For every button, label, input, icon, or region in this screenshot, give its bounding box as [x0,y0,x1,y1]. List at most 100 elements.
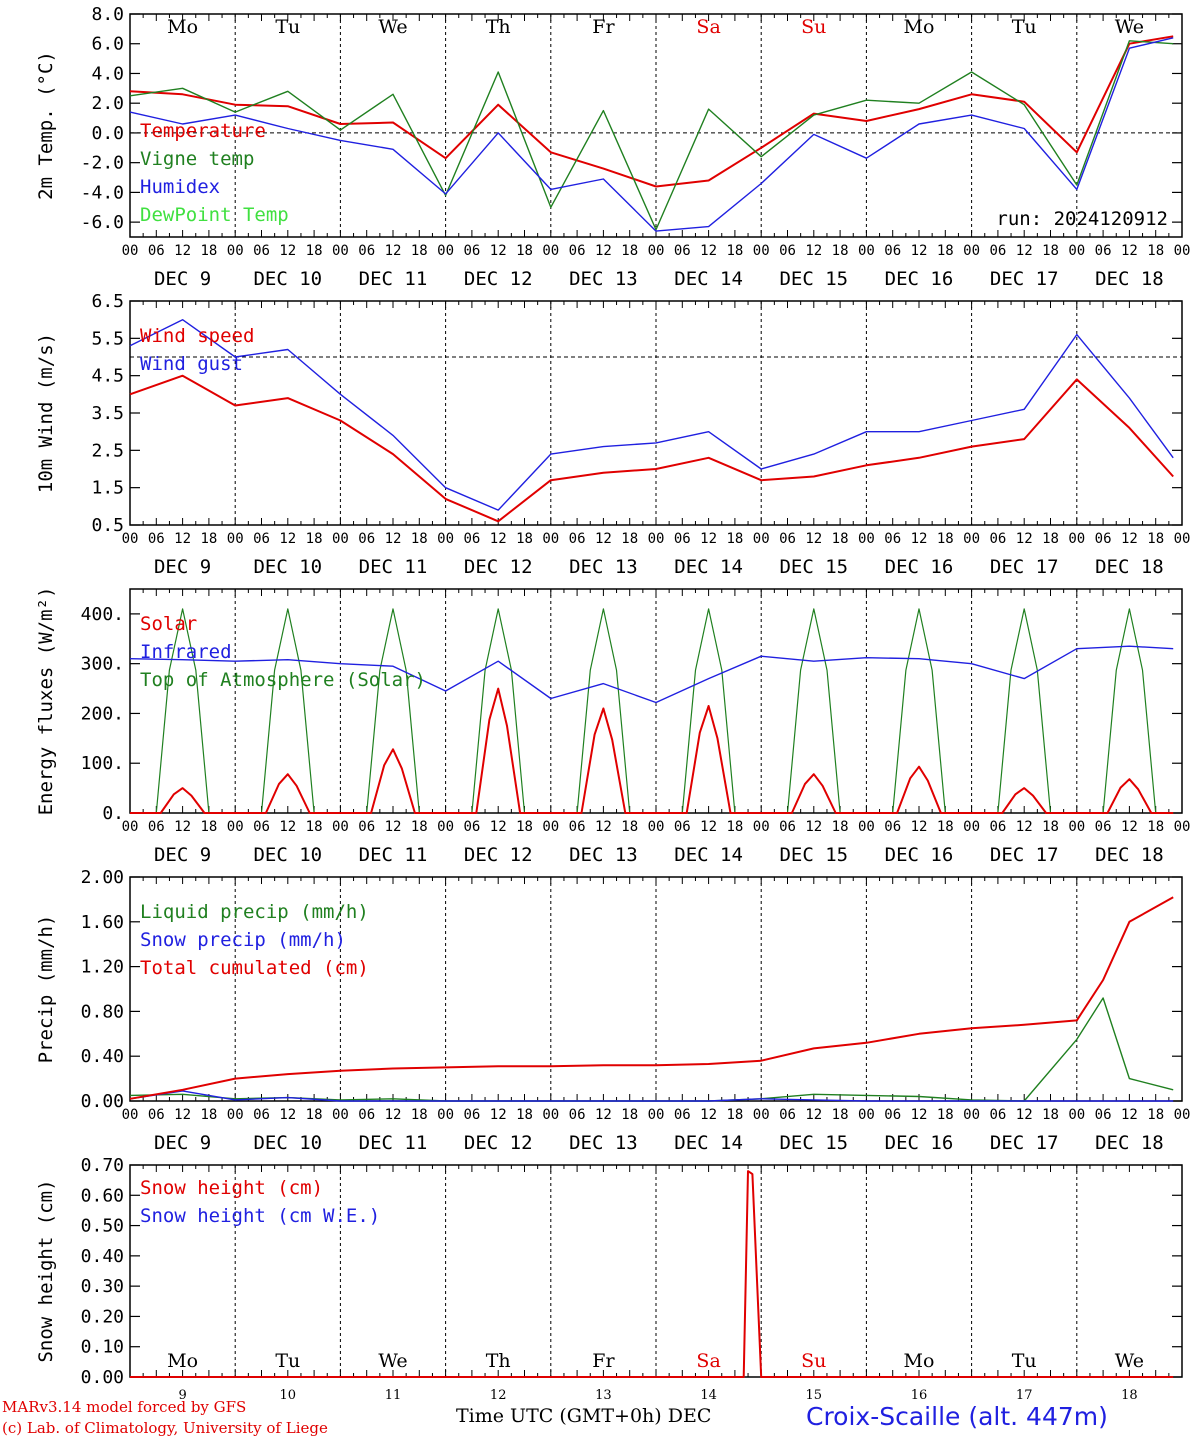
weekday-label: Th [486,16,511,38]
x-hour-label: 06 [569,531,586,547]
x-hour-label: 00 [963,819,980,835]
panel-frame [129,300,1183,526]
x-day-label: DEC 18 [1095,1132,1164,1154]
x-hour-label: 12 [911,243,928,259]
day-number-label: 15 [806,1388,823,1403]
x-hour-label: 00 [858,243,875,259]
weekday-label: Th [486,1350,511,1372]
y-tick-label: 200. [81,703,124,724]
x-hour-label: 12 [700,1107,717,1123]
x-hour-label: 00 [122,1107,139,1123]
y-tick-label: 300. [81,654,124,675]
x-day-label: DEC 16 [885,268,954,290]
weekday-label: Mo [167,1350,198,1372]
legend-entry: Temperature [140,120,266,142]
y-tick-label: 2.0 [91,93,124,114]
x-day-label: DEC 9 [154,556,211,578]
x-hour-label: 18 [516,819,533,835]
x-hour-label: 12 [595,243,612,259]
x-day-label: DEC 12 [464,268,533,290]
x-hour-label: 00 [1174,243,1191,259]
weekday-label: Fr [592,1350,615,1372]
y-tick-label: 100. [81,753,124,774]
x-hour-label: 12 [490,1107,507,1123]
x-day-label: DEC 11 [359,556,428,578]
x-hour-label: 00 [858,531,875,547]
x-day-label: DEC 15 [779,1132,848,1154]
x-hour-label: 00 [332,1107,349,1123]
x-hour-label: 06 [569,819,586,835]
weekday-label: We [378,1350,407,1372]
x-hour-label: 12 [385,243,402,259]
x-hour-label: 12 [1121,531,1138,547]
x-hour-label: 00 [122,243,139,259]
x-hour-label: 18 [937,819,954,835]
y-axis-title: Snow height (cm) [35,1179,57,1362]
legend-entry: Humidex [140,176,220,198]
x-hour-label: 06 [148,1107,165,1123]
day-number-label: 11 [385,1388,402,1403]
x-hour-label: 18 [516,243,533,259]
y-tick-label: 0.00 [81,1367,124,1388]
x-hour-label: 06 [1095,243,1112,259]
x-day-label: DEC 14 [674,268,743,290]
x-day-label: DEC 13 [569,556,638,578]
x-hour-label: 12 [1016,819,1033,835]
y-tick-label: 0.30 [81,1276,124,1297]
x-hour-label: 00 [227,531,244,547]
x-hour-label: 12 [805,531,822,547]
legend-entry: Snow precip (mm/h) [140,929,346,951]
weekday-label: Tu [1012,1350,1037,1372]
day-number-label: 10 [280,1388,297,1403]
x-hour-label: 12 [385,819,402,835]
x-hour-label: 12 [174,531,191,547]
x-day-label: DEC 9 [154,844,211,866]
y-axis-title: Precip (mm/h) [35,915,57,1064]
x-hour-label: 00 [963,531,980,547]
x-hour-label: 18 [621,819,638,835]
x-hour-label: 06 [358,531,375,547]
x-hour-label: 18 [1147,819,1164,835]
x-hour-label: 12 [1016,243,1033,259]
y-tick-label: 5.5 [91,328,124,349]
y-axis-title: 10m Wind (m/s) [35,333,57,493]
x-hour-label: 18 [726,819,743,835]
x-day-label: DEC 12 [464,844,533,866]
x-hour-label: 12 [490,243,507,259]
y-tick-label: -2.0 [81,153,124,174]
x-hour-label: 18 [726,1107,743,1123]
solar-line [130,687,1174,814]
x-hour-label: 12 [279,819,296,835]
weekday-label: We [378,16,407,38]
x-day-label: DEC 15 [779,844,848,866]
day-number-label: 13 [595,1388,612,1403]
x-day-label: DEC 10 [253,556,322,578]
x-day-label: DEC 16 [885,1132,954,1154]
x-hour-label: 06 [674,819,691,835]
y-tick-label: 6.5 [91,291,124,312]
series-line-red [129,374,1174,523]
x-hour-label: 12 [385,531,402,547]
x-hour-label: 18 [1042,243,1059,259]
y-tick-label: 0.70 [81,1155,124,1176]
x-hour-label: 18 [621,243,638,259]
x-hour-label: 18 [411,819,428,835]
x-hour-label: 12 [1121,1107,1138,1123]
weekday-label: We [1115,1350,1144,1372]
weekday-label: Tu [275,1350,300,1372]
x-hour-label: 00 [1174,1107,1191,1123]
x-hour-label: 00 [227,1107,244,1123]
x-hour-label: 00 [753,531,770,547]
x-day-label: DEC 17 [990,1132,1059,1154]
legend-entry: Infrared [140,641,232,663]
x-hour-label: 00 [1174,531,1191,547]
x-hour-label: 00 [227,819,244,835]
x-hour-label: 18 [937,531,954,547]
x-hour-label: 00 [648,243,665,259]
x-hour-label: 12 [174,819,191,835]
x-hour-label: 18 [1147,243,1164,259]
x-hour-label: 06 [253,1107,270,1123]
x-hour-label: 18 [306,531,323,547]
x-hour-label: 06 [884,531,901,547]
x-hour-label: 12 [1121,243,1138,259]
